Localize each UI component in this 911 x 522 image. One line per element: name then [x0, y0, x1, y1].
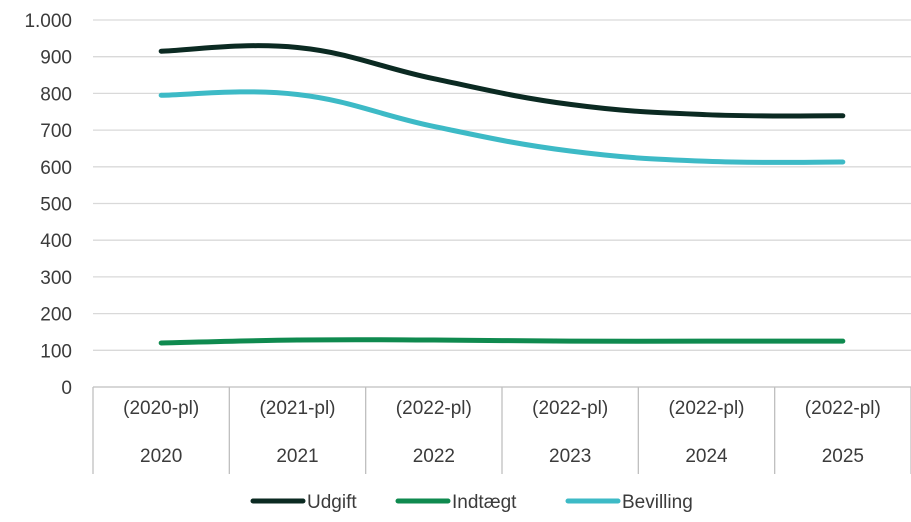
- x-tick-label-sub: (2022-pl): [668, 398, 744, 419]
- y-tick-label: 500: [40, 195, 72, 216]
- y-tick-label: 400: [40, 231, 72, 252]
- x-tick-label-year: 2021: [276, 446, 318, 467]
- series-line-bevilling: [158, 89, 846, 165]
- x-tick-label-year: 2023: [549, 446, 591, 467]
- legend-label: Bevilling: [622, 492, 693, 513]
- x-tick-label-sub: (2022-pl): [396, 398, 472, 419]
- x-tick-label-year: 2024: [685, 446, 728, 467]
- y-tick-label: 1.000: [24, 11, 72, 32]
- legend-label: Udgift: [307, 492, 357, 513]
- x-tick-label-sub: (2022-pl): [532, 398, 608, 419]
- series-line-udgift: [158, 43, 846, 119]
- x-tick-label-sub: (2021-pl): [259, 398, 335, 419]
- x-tick-label-sub: (2022-pl): [805, 398, 881, 419]
- y-tick-label: 900: [40, 48, 72, 69]
- y-tick-label: 300: [40, 268, 72, 289]
- y-tick-label: 700: [40, 121, 72, 142]
- y-tick-label: 0: [61, 378, 72, 399]
- series-line-indtægt: [158, 337, 846, 346]
- x-tick-label-sub: (2020-pl): [123, 398, 199, 419]
- x-tick-label-year: 2022: [413, 446, 455, 467]
- y-tick-label: 800: [40, 84, 72, 105]
- x-tick-label-year: 2020: [140, 446, 182, 467]
- legend-label: Indtægt: [452, 492, 517, 513]
- x-tick-label-year: 2025: [822, 446, 864, 467]
- y-tick-label: 100: [40, 341, 72, 362]
- y-tick-label: 200: [40, 305, 72, 326]
- y-tick-label: 600: [40, 158, 72, 179]
